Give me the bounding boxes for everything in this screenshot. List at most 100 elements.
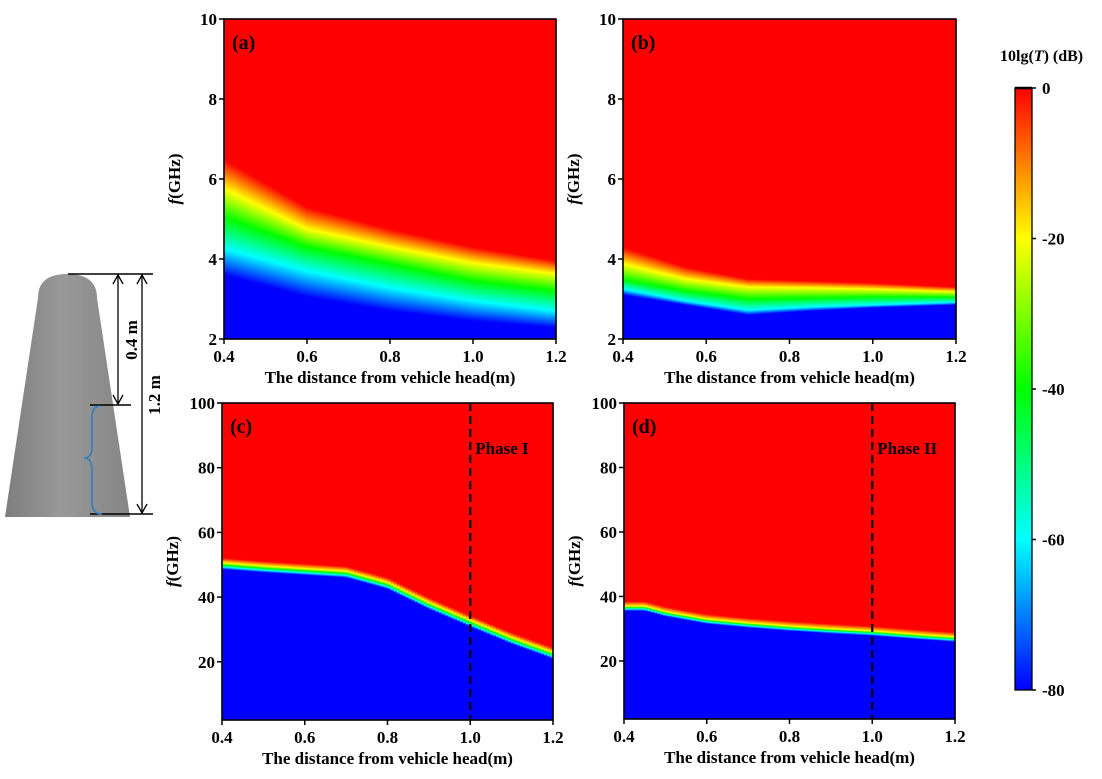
heatmap-column [933, 403, 938, 719]
heatmap-column [456, 19, 461, 339]
heatmap-column [759, 403, 764, 719]
heatmap-column [741, 403, 745, 719]
heatmap-column [489, 19, 494, 339]
heatmap-column [510, 403, 515, 720]
heatmap-column [462, 403, 467, 720]
y-axis-label: f(GHz) [163, 536, 182, 587]
heatmap-column [906, 403, 911, 719]
heatmap-column [924, 403, 929, 719]
heatmap-column [383, 19, 388, 339]
heatmap-column [680, 19, 685, 339]
heatmap-column [804, 19, 809, 339]
heatmap-column [738, 403, 742, 719]
heatmap-column [242, 19, 246, 339]
heatmap-column [789, 403, 794, 719]
heatmap-column [333, 403, 337, 720]
heatmap-column [780, 403, 785, 719]
heatmap-column [245, 19, 249, 339]
heatmap-column [447, 19, 451, 339]
heatmap-column [396, 19, 400, 339]
heatmap-column [432, 403, 437, 720]
heatmap-column [825, 19, 830, 339]
heatmap-column [831, 19, 836, 339]
heatmap-column [686, 19, 691, 339]
heatmap-column [453, 19, 457, 339]
x-tick-label: 0.8 [779, 727, 800, 746]
heatmap-column [371, 19, 376, 339]
colorbar: 10lg(T) (dB) 0 -20 -40 -60 -80 [1000, 48, 1083, 700]
heatmap-column [840, 403, 845, 719]
heatmap-column [501, 19, 506, 339]
panel-c: 0.4 0.6 0.8 1.0 1.2 20 40 60 80 100 The distance f… [163, 394, 564, 768]
heatmap-column [934, 19, 939, 339]
heatmap-column [317, 19, 322, 339]
heatmap-column [768, 19, 772, 339]
heatmap-column [342, 403, 346, 720]
heatmap-column [910, 19, 915, 339]
heatmap-column [783, 403, 788, 719]
heatmap-column [411, 403, 416, 720]
heatmap-column [429, 19, 433, 339]
heatmap-column [474, 19, 479, 339]
heatmap-column [843, 19, 848, 339]
heatmap-column [224, 19, 228, 339]
heatmap-column [308, 19, 313, 339]
heatmap-column [728, 19, 733, 339]
panel-b: 0.4 0.6 0.8 1.0 1.2 2 4 6 8 10 The distance from v… [564, 10, 967, 387]
heatmap-column [288, 403, 292, 720]
x-tick-label: 1.2 [545, 347, 566, 366]
heatmap-column [907, 19, 912, 339]
heatmap-column [384, 403, 389, 720]
heatmap-column [315, 403, 319, 720]
heatmap-column [822, 403, 827, 719]
heatmap-column [654, 403, 658, 719]
heatmap-column [236, 19, 240, 339]
y-axis-label-var: f [565, 579, 584, 587]
heatmap-column [231, 403, 235, 720]
heatmap-column [846, 403, 851, 719]
heatmap-column [636, 403, 640, 719]
heatmap-column [940, 19, 945, 339]
colorbar-title-prefix: 10lg( [1000, 48, 1034, 65]
heatmap-column [798, 19, 803, 339]
y-tick-label: 20 [198, 653, 215, 672]
heatmap-column [309, 403, 313, 720]
x-tick-label: 1.2 [945, 347, 966, 366]
heatmap-column [813, 19, 818, 339]
heatmap-column [459, 403, 464, 720]
heatmap-column [943, 19, 948, 339]
heatmap-column [432, 19, 436, 339]
heatmap-column [348, 403, 352, 720]
heatmap-column [339, 403, 343, 720]
heatmap-column [834, 403, 839, 719]
x-tick-label: 0.8 [779, 347, 800, 366]
heatmap-column [326, 19, 331, 339]
heatmap-column [716, 19, 721, 339]
heatmap-column [546, 403, 551, 720]
heatmap-column [311, 19, 316, 339]
heatmap-column [750, 19, 754, 339]
heatmap-column [393, 19, 397, 339]
heatmap-column [522, 403, 527, 720]
heatmap-column [501, 403, 506, 720]
heatmap-column [650, 19, 654, 339]
heatmap-column [901, 19, 906, 339]
heatmap-column [278, 19, 282, 339]
heatmap-column [735, 403, 739, 719]
x-tick-label: 1.0 [862, 347, 883, 366]
heatmap-column [888, 403, 893, 719]
heatmap-column [874, 19, 878, 339]
heatmap-d [624, 403, 956, 719]
heatmap-column [296, 19, 301, 339]
heatmap-column [519, 19, 524, 339]
heatmap-column [729, 403, 733, 719]
heatmap-column [234, 403, 238, 720]
heatmap-column [756, 403, 761, 719]
heatmap-column [249, 403, 253, 720]
heatmap-column [816, 19, 821, 339]
heatmap-column [699, 403, 703, 719]
heatmap-column [873, 403, 878, 719]
heatmap-column [248, 19, 252, 339]
heatmap-column [498, 19, 503, 339]
heatmap-column [519, 403, 524, 720]
